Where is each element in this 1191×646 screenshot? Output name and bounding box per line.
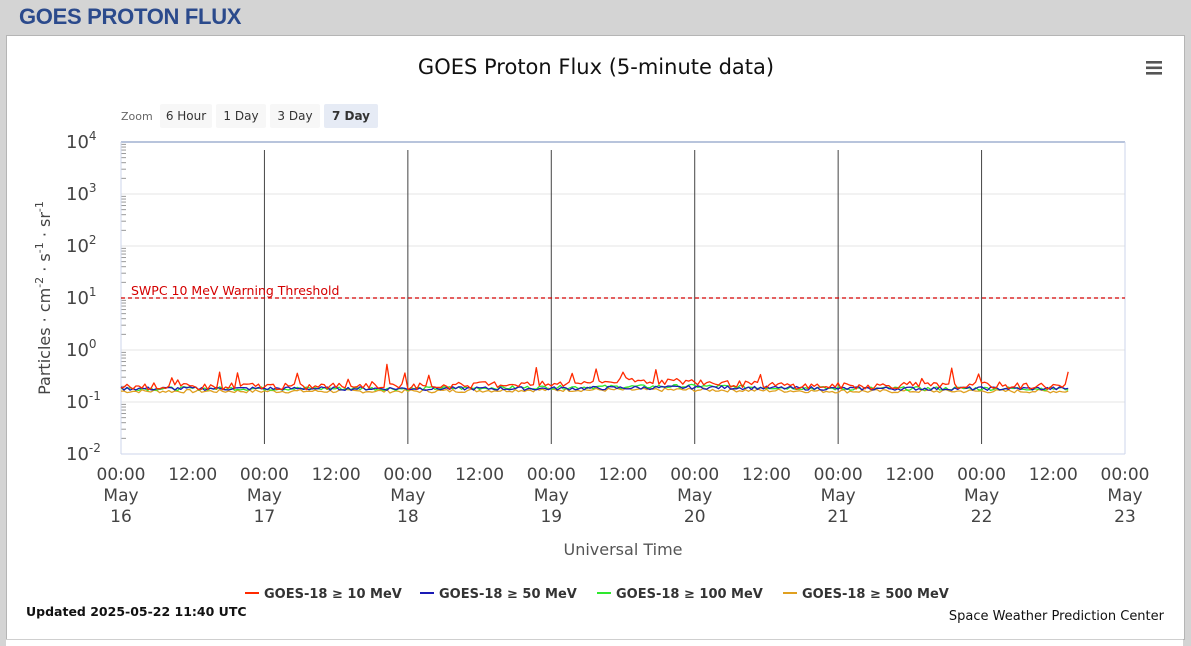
zoom-button-label: 6 Hour: [166, 109, 206, 123]
svg-text:May: May: [390, 486, 425, 506]
svg-text:00:00: 00:00: [383, 465, 432, 485]
svg-text:12:00: 12:00: [599, 465, 648, 485]
x-tick-label: 12:00: [1029, 465, 1078, 485]
x-tick-label: 12:00: [599, 465, 648, 485]
svg-text:May: May: [247, 486, 282, 506]
page-title: GOES PROTON FLUX: [19, 4, 242, 29]
legend: GOES-18 ≥ 10 MeV GOES-18 ≥ 50 MeV GOES-18 …: [245, 587, 949, 602]
zoom-button-label: 1 Day: [223, 109, 258, 123]
svg-text:00:00: 00:00: [814, 465, 863, 485]
y-tick-label: 104: [66, 129, 97, 153]
legend-label: GOES-18 ≥ 500 MeV: [802, 587, 949, 602]
chart-panel: [6, 35, 1185, 640]
series-line: [120, 363, 1069, 391]
zoom-button-bg: [216, 104, 266, 128]
threshold: SWPC 10 MeV Warning Threshold: [121, 283, 1125, 299]
x-axis-title: Universal Time: [563, 540, 682, 559]
zoom-button-bg: [270, 104, 320, 128]
svg-text:May: May: [534, 486, 569, 506]
y-axis-title: Particles · cm-2 · s-1 · sr-1: [33, 201, 54, 395]
y-tick-labels: 104 103 102 101 100 10-1 10-2: [66, 129, 101, 465]
zoom-label: Zoom: [121, 110, 153, 123]
svg-text:00:00: 00:00: [1101, 465, 1150, 485]
series-line: [120, 387, 1069, 394]
zoom-button-label: 7 Day: [332, 109, 370, 123]
svg-text:17: 17: [254, 507, 276, 527]
svg-text:May: May: [964, 486, 999, 506]
chart-title: GOES Proton Flux (5-minute data): [418, 55, 774, 79]
page-header: GOES PROTON FLUX: [0, 0, 1191, 34]
zoom-button-bg: [160, 104, 212, 128]
x-tick-label: 12:00: [742, 465, 791, 485]
y-tick-label: 103: [66, 181, 97, 205]
svg-text:21: 21: [827, 507, 849, 527]
svg-text:00:00: 00:00: [957, 465, 1006, 485]
svg-text:00:00: 00:00: [527, 465, 576, 485]
y-tick-label: 102: [66, 233, 97, 257]
legend-label: GOES-18 ≥ 50 MeV: [439, 587, 577, 602]
threshold-label: SWPC 10 MeV Warning Threshold: [131, 283, 339, 298]
hamburger-menu-icon[interactable]: [1140, 56, 1168, 80]
updated-timestamp: Updated 2025-05-22 11:40 UTC: [26, 604, 247, 619]
svg-text:12:00: 12:00: [742, 465, 791, 485]
zoom-button-1-day[interactable]: 1 Day: [216, 104, 266, 128]
series-line: [120, 384, 1069, 391]
svg-text:May: May: [821, 486, 856, 506]
svg-text:16: 16: [110, 507, 132, 527]
legend-label: GOES-18 ≥ 100 MeV: [616, 587, 763, 602]
svg-text:12:00: 12:00: [455, 465, 504, 485]
svg-text:00:00: 00:00: [97, 465, 146, 485]
svg-text:20: 20: [684, 507, 706, 527]
x-tick-label: 12:00: [312, 465, 361, 485]
svg-text:19: 19: [540, 507, 562, 527]
legend-label: GOES-18 ≥ 10 MeV: [264, 587, 402, 602]
svg-text:12:00: 12:00: [312, 465, 361, 485]
y-tick-label: 10-1: [66, 389, 101, 413]
svg-text:May: May: [103, 486, 138, 506]
zoom-button-3-day[interactable]: 3 Day: [270, 104, 320, 128]
svg-text:12:00: 12:00: [168, 465, 217, 485]
svg-text:00:00: 00:00: [240, 465, 289, 485]
y-tick-label: 101: [66, 285, 97, 309]
zoom-button-bg: [324, 104, 378, 128]
legend-item[interactable]: GOES-18 ≥ 500 MeV: [783, 587, 949, 602]
zoom-button-6-hour[interactable]: 6 Hour: [160, 104, 212, 128]
x-tick-label: 12:00: [885, 465, 934, 485]
y-tick-label: 100: [66, 337, 97, 361]
credit-text: Space Weather Prediction Center: [949, 609, 1165, 624]
series: [120, 363, 1069, 394]
day-lines: [263, 150, 983, 444]
svg-text:18: 18: [397, 507, 419, 527]
x-tick-label: 12:00: [455, 465, 504, 485]
svg-text:May: May: [1107, 486, 1142, 506]
svg-text:00:00: 00:00: [670, 465, 719, 485]
y-tick-label: 10-2: [66, 441, 101, 465]
svg-text:22: 22: [971, 507, 993, 527]
bottom-strip: [6, 639, 1183, 646]
zoom-button-7-day[interactable]: 7 Day: [324, 104, 378, 128]
svg-text:12:00: 12:00: [885, 465, 934, 485]
zoom-buttons: 6 Hour 1 Day 3 Day 7 Day: [160, 104, 378, 128]
legend-item[interactable]: GOES-18 ≥ 50 MeV: [420, 587, 577, 602]
legend-item[interactable]: GOES-18 ≥ 10 MeV: [245, 587, 402, 602]
svg-text:23: 23: [1114, 507, 1136, 527]
svg-text:12:00: 12:00: [1029, 465, 1078, 485]
x-tick-label: 12:00: [168, 465, 217, 485]
svg-text:May: May: [677, 486, 712, 506]
legend-item[interactable]: GOES-18 ≥ 100 MeV: [597, 587, 763, 602]
zoom-button-label: 3 Day: [277, 109, 312, 123]
